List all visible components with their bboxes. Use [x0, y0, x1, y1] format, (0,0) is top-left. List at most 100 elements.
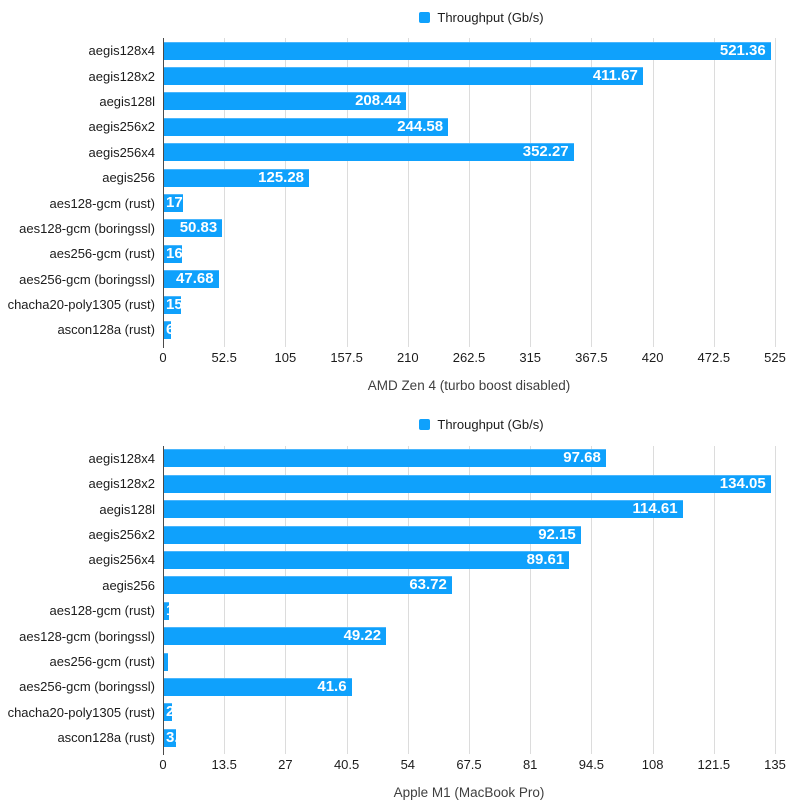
bar-track: 411.67 — [163, 63, 775, 88]
category-label: aegis256 — [102, 170, 155, 186]
bar: 47.68 — [163, 270, 219, 289]
category-label: chacha20-poly1305 (rust) — [7, 297, 155, 313]
category-label: aegis256 — [102, 577, 155, 593]
bar: 63.72 — [163, 576, 452, 595]
legend-entry: Throughput (Gb/s) — [419, 10, 544, 25]
chart-row: aegis256x4 89.61 — [0, 547, 800, 572]
x-axis-tick-label: 121.5 — [697, 757, 731, 773]
chart-row: chacha20-poly1305 (rust) 2 — [0, 700, 800, 725]
category-label: chacha20-poly1305 (rust) — [7, 704, 155, 720]
category-label: aegis128l — [99, 93, 155, 109]
chart-row: aes256-gcm (rust) 16 — [0, 241, 800, 266]
bar-rows: aegis128x4 521.36 aegis128x2 411.67 aegis128… — [0, 38, 800, 343]
plot-area: aegis128x4 521.36 aegis128x2 411.67 aegis128… — [0, 38, 800, 348]
x-axis-ticks: 0 13.5 27 40.5 54 67.5 81 94.5 108 121.5 135 — [159, 757, 785, 773]
bar: 352.27 — [163, 143, 574, 162]
bar-track: 208.44 — [163, 89, 775, 114]
category-label: aes256-gcm (rust) — [49, 246, 155, 262]
bar-value-label: 17 — [166, 194, 183, 212]
bar-track: 63.72 — [163, 573, 775, 598]
bar-track: 6 — [163, 317, 775, 342]
bar-value-label: 97.68 — [563, 449, 601, 467]
legend-entry: Throughput (Gb/s) — [419, 417, 544, 433]
chart-row: aegis128x2 134.05 — [0, 471, 800, 496]
bar-value-label: 49.22 — [343, 627, 382, 645]
category-label: aegis256x4 — [88, 552, 156, 568]
x-axis-tick-label: 525 — [764, 349, 786, 365]
chart-row: aes128-gcm (rust) 17 — [0, 190, 800, 215]
x-axis-tick-label: 94.5 — [578, 757, 605, 773]
category-label: aegis128x4 — [88, 43, 156, 59]
x-axis-tick-label: 81 — [522, 757, 538, 773]
bar-track: 47.68 — [163, 267, 775, 292]
bar: 41.6 — [163, 677, 352, 696]
bar-value-label: 114.61 — [632, 500, 678, 518]
chart-row: aes128-gcm (rust) 1 — [0, 598, 800, 623]
bar-value-label: 16 — [166, 244, 183, 262]
bar-track: 2 — [163, 700, 775, 725]
category-label: aes256-gcm (boringssl) — [19, 679, 155, 695]
legend: Throughput (Gb/s) — [0, 9, 800, 25]
x-axis-tick-label: 135 — [764, 757, 786, 773]
bar-track: 114.61 — [163, 496, 775, 521]
x-axis-tick-label: 13.5 — [211, 757, 237, 773]
bar-value-label: 92.15 — [538, 525, 576, 543]
chart-row: aegis256 63.72 — [0, 573, 800, 598]
x-axis-tick-label: 27 — [278, 757, 293, 773]
bar: 17 — [163, 194, 184, 213]
x-axis-tick-label: 0 — [159, 757, 167, 773]
legend-label: Throughput (Gb/s) — [437, 417, 544, 433]
chart-row: ascon128a (rust) 3. — [0, 725, 800, 750]
category-label: aegis256x2 — [88, 119, 156, 135]
x-axis-tick-label: 0 — [159, 349, 167, 365]
category-label: aegis256x4 — [88, 144, 156, 160]
category-label: aegis128x4 — [88, 450, 156, 466]
legend-color-swatch — [419, 419, 431, 431]
category-label: aegis128x2 — [88, 476, 156, 492]
category-label: aegis128x2 — [88, 68, 156, 84]
category-label: aegis128l — [99, 501, 155, 517]
x-axis-tick-label: 108 — [641, 757, 664, 773]
legend-color-swatch — [419, 11, 431, 23]
bar: 6 — [163, 320, 172, 339]
chart-row: ascon128a (rust) 6 — [0, 317, 800, 342]
bar-track: 89.61 — [163, 547, 775, 572]
bar-value-label: 411.67 — [592, 67, 638, 85]
bar: 50.83 — [163, 219, 223, 238]
x-axis-tick-label: 52.5 — [211, 349, 237, 365]
bar-rows: aegis128x4 97.68 aegis128x2 134.05 aegis128l… — [0, 446, 800, 751]
bar-track — [163, 649, 775, 674]
category-label: aes128-gcm (rust) — [49, 603, 155, 619]
category-label: ascon128a (rust) — [57, 322, 155, 338]
bar: 97.68 — [163, 449, 606, 468]
bar: 92.15 — [163, 525, 581, 544]
chart-row: aegis128l 208.44 — [0, 89, 800, 114]
bar-track: 3. — [163, 725, 775, 750]
bar-track: 16 — [163, 241, 775, 266]
bar-track: 92.15 — [163, 522, 775, 547]
bar-value-label: 134.05 — [719, 474, 766, 492]
bar-track: 244.58 — [163, 114, 775, 139]
bar-value-label: 3. — [166, 728, 176, 746]
chart-row: aes256-gcm (rust) — [0, 649, 800, 674]
bar-value-label: 50.83 — [179, 219, 218, 237]
bar: 125.28 — [163, 168, 310, 187]
chart-row: aegis256x4 352.27 — [0, 140, 800, 165]
x-axis-tick-label: 105 — [274, 349, 297, 365]
bar-track: 49.22 — [163, 623, 775, 648]
chart-row: aegis128x4 521.36 — [0, 38, 800, 63]
chart-amd-zen4: Throughput (Gb/s) aegis128x4 521.36 aegis1… — [0, 9, 800, 393]
bar-track: 17 — [163, 190, 775, 215]
bar: 134.05 — [163, 474, 771, 493]
chart-row: aegis256 125.28 — [0, 165, 800, 190]
bar-value-label: 89.61 — [526, 550, 565, 568]
chart-row: aes128-gcm (boringssl) 50.83 — [0, 216, 800, 241]
x-axis-tick-label: 210 — [396, 349, 419, 365]
bar-track: 97.68 — [163, 446, 775, 471]
bar-value-label: 6 — [166, 320, 172, 338]
chart-row: aes256-gcm (boringssl) 41.6 — [0, 674, 800, 699]
chart-row: aegis256x2 92.15 — [0, 522, 800, 547]
bar: 89.61 — [163, 550, 570, 569]
chart-row: chacha20-poly1305 (rust) 15 — [0, 292, 800, 317]
chart-title: Apple M1 (MacBook Pro) — [393, 785, 545, 801]
